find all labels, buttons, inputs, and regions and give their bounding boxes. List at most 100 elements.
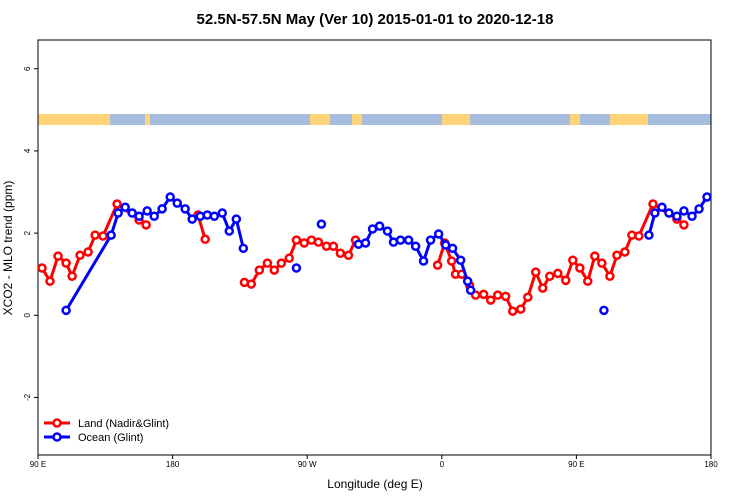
data-point <box>455 255 466 265</box>
data-point <box>433 229 444 239</box>
data-point <box>478 289 489 300</box>
data-point <box>507 306 518 316</box>
data-point <box>134 211 144 222</box>
data-point <box>403 235 414 245</box>
x-tick-label: 90 E <box>30 460 46 469</box>
data-point <box>172 198 182 208</box>
data-point <box>246 279 257 289</box>
data-point <box>395 235 406 245</box>
plot-frame <box>37 39 712 456</box>
data-point <box>545 271 555 282</box>
data-point <box>523 292 533 302</box>
data-point <box>157 204 167 214</box>
data-point <box>360 238 371 248</box>
x-tick-label: 180 <box>166 460 180 469</box>
data-point <box>425 235 436 245</box>
data-point <box>465 285 476 295</box>
data-point <box>597 258 607 268</box>
data-point <box>231 214 242 224</box>
data-point <box>410 241 421 252</box>
data-point <box>516 304 526 314</box>
legend-marker <box>52 418 62 428</box>
data-point <box>687 211 697 222</box>
data-point <box>568 255 578 265</box>
data-point <box>561 275 571 286</box>
data-point <box>590 251 600 261</box>
y-tick-label: 2 <box>23 230 32 235</box>
data-point <box>53 251 63 261</box>
data-point <box>694 204 704 214</box>
data-point <box>418 256 429 266</box>
data-point <box>291 235 302 245</box>
data-point <box>583 276 593 286</box>
data-point <box>61 258 71 268</box>
data-point <box>672 211 682 222</box>
data-point <box>75 250 85 261</box>
y-tick-label: 6 <box>23 66 32 71</box>
data-point <box>657 202 667 212</box>
data-point <box>113 208 123 218</box>
data-point <box>187 214 197 224</box>
data-point <box>269 265 280 275</box>
chart-title: 52.5N-57.5N May (Ver 10) 2015-01-01 to 2… <box>197 11 554 28</box>
data-point <box>382 226 393 236</box>
data-point <box>343 250 354 261</box>
data-point <box>575 263 585 273</box>
data-point <box>679 206 689 216</box>
data-point <box>620 247 630 257</box>
data-point <box>485 295 496 305</box>
data-point <box>141 220 151 230</box>
data-point <box>120 202 130 212</box>
data-point <box>238 243 249 254</box>
data-point <box>328 241 339 252</box>
data-point <box>142 206 152 216</box>
data-point <box>374 221 385 231</box>
data-point <box>291 263 302 273</box>
y-tick-label: -2 <box>23 393 32 401</box>
data-point <box>462 276 473 286</box>
data-point <box>112 199 122 209</box>
data-point <box>254 265 265 275</box>
data-point <box>98 231 108 241</box>
data-point <box>432 260 443 270</box>
data-point <box>446 256 457 266</box>
data-point <box>612 250 622 261</box>
x-tick-label: 180 <box>704 460 718 469</box>
y-tick-label: 0 <box>23 313 32 318</box>
data-point <box>217 208 228 218</box>
data-point <box>664 208 674 218</box>
data-point <box>106 230 116 240</box>
data-point <box>599 305 609 316</box>
data-point <box>447 243 458 254</box>
data-point <box>679 220 689 230</box>
data-point <box>553 268 563 279</box>
data-point <box>149 211 159 222</box>
data-point <box>209 211 220 222</box>
data-point <box>500 291 511 302</box>
legend-label: Land (Nadir&Glint) <box>78 418 169 430</box>
data-point <box>83 247 93 257</box>
data-point <box>200 234 210 245</box>
data-point <box>37 263 47 273</box>
data-point <box>180 204 190 214</box>
data-point <box>650 208 660 218</box>
land-mask-strip <box>38 114 711 125</box>
data-point <box>634 231 644 241</box>
legend-label: Ocean (Glint) <box>78 432 143 444</box>
data-point <box>90 230 100 240</box>
data-point <box>335 248 346 259</box>
legend-marker <box>52 432 62 442</box>
data-point <box>702 192 712 202</box>
x-tick-label: 90 W <box>298 460 317 469</box>
data-point <box>45 276 55 286</box>
data-point <box>284 253 295 263</box>
data-point <box>224 226 235 236</box>
data-point <box>67 271 77 282</box>
data-point <box>276 258 287 268</box>
data-point <box>61 305 71 316</box>
data-point <box>644 230 654 240</box>
x-tick-label: 0 <box>440 460 445 469</box>
data-point <box>262 258 273 268</box>
data-point <box>605 271 615 282</box>
